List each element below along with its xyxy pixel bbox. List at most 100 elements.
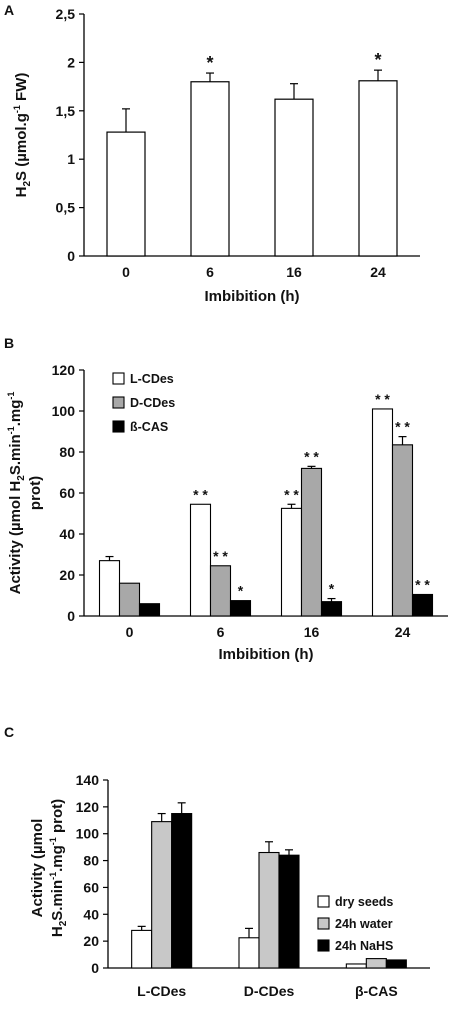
panel-b-y-label-part: -1: [6, 426, 16, 434]
panel-c-legend-swatch: [317, 895, 330, 908]
panel-a-y-tick-label: 0,5: [56, 200, 76, 216]
panel-c-y-label-line2-part: S.min: [49, 880, 66, 921]
panel-c-bar-2: [151, 821, 173, 969]
panel-a-y-label-part: H: [13, 187, 30, 198]
panel-c-bar-1: [131, 929, 153, 969]
panel-c-y-tick-label: 120: [76, 799, 100, 815]
panel-a-y-tick-label: 1,5: [56, 103, 76, 119]
panel-b-y-tick-label: 100: [52, 403, 76, 419]
panel-a-y-tick-label: 2,5: [56, 6, 76, 22]
panel-c-bar-2: [365, 958, 387, 969]
panel-a-bar: [274, 98, 314, 257]
panel-b-x-tick-label: 6: [217, 624, 225, 640]
panel-b-x-tick-label: 16: [304, 624, 320, 640]
panel-b-y-tick-label: 40: [59, 526, 75, 542]
panel-b-bar-3: [411, 593, 434, 617]
panel-c-y-tick-label: 40: [83, 906, 99, 922]
panel-b-bar-1: [98, 560, 121, 617]
panel-a-x-tick-label: 24: [370, 264, 386, 280]
panel-c-y-tick-label: 0: [91, 960, 99, 976]
panel-c-y-label: Activity (µmol: [29, 819, 46, 918]
panel-c-y-tick-label: 100: [76, 826, 100, 842]
panel-c-bar-3: [171, 813, 193, 969]
panel-b-significance: * *: [193, 486, 208, 502]
panel-c-legend-swatch: [317, 939, 330, 952]
panel-b-bar-2: [300, 467, 323, 617]
panel-c-y-tick-label: 80: [83, 853, 99, 869]
panel-a-significance: *: [206, 53, 213, 73]
panel-a-y-tick-label: 2: [67, 54, 75, 70]
panel-b-x-tick-label: 0: [126, 624, 134, 640]
panel-b-y-label-part: Activity (µmol H: [7, 481, 24, 595]
panel-b-legend-label: D-CDes: [130, 396, 175, 410]
panel-b-bar-1: [371, 408, 394, 617]
panel-c-y-label-line2-part: H: [49, 926, 66, 937]
panel-c-y-label-line2-part: prot): [49, 799, 66, 837]
panel-b-y-tick-label: 60: [59, 485, 75, 501]
panel-c-y-tick-label: 140: [76, 772, 100, 788]
panel-b-bar-3: [138, 603, 161, 617]
panel-b-significance: *: [238, 583, 244, 599]
panel-a-bar: [190, 81, 230, 257]
panel-b-significance: * *: [213, 548, 228, 564]
panel-c-legend-label: 24h NaHS: [335, 939, 393, 953]
panel-b-legend-swatch: [112, 420, 125, 433]
panel-a-y-label-part: S (µmol.g: [13, 113, 30, 181]
panel-a-y-tick-label: 0: [67, 248, 75, 264]
panel-b-x-label: Imbibition (h): [219, 646, 314, 663]
panel-c-x-tick-label: L-CDes: [137, 983, 186, 999]
panel-b-legend-swatch: [112, 372, 125, 385]
panel-b-legend-label: ß-CAS: [130, 420, 168, 434]
panel-c-y-label-line2-part: -1: [48, 837, 58, 845]
panel-b: B 0 20 40 60 80 100 120 0 * * * * * 6 * * * * * 16 * * * *…: [4, 335, 448, 663]
panel-b-bar-1: [280, 507, 303, 617]
panel-b-bar-2: [391, 444, 414, 617]
panel-c-bar-1: [238, 937, 260, 969]
panel-a-y-label-part: 2: [22, 181, 33, 187]
panel-c-letter: C: [4, 724, 14, 740]
panel-c-bar-1: [345, 963, 367, 969]
panel-a-bar: [358, 80, 398, 257]
panel-b-significance: * *: [304, 448, 319, 464]
panel-b-significance: * *: [284, 486, 299, 502]
panel-c-y-label-line2-part: -1: [48, 872, 58, 880]
panel-b-y-tick-label: 0: [67, 608, 75, 624]
panel-c-legend-swatch: [317, 917, 330, 930]
panel-c-legend-label: dry seeds: [335, 895, 393, 909]
panel-c-x-tick-label: β-CAS: [355, 983, 398, 999]
panel-a-x-tick-label: 0: [122, 264, 130, 280]
panel-a-y-label-part: FW): [13, 73, 30, 105]
panel-b-y-label-part: -1: [6, 392, 16, 400]
panel-b-bar-2: [209, 565, 232, 617]
panel-c-legend-label: 24h water: [335, 917, 393, 931]
panel-c-y-label-line2: H2S.min-1.mg-1 prot): [48, 799, 69, 937]
panel-b-bar-3: [320, 601, 343, 617]
panel-b-legend-swatch: [112, 396, 125, 409]
panel-b-significance: * *: [395, 419, 410, 435]
panel-b-x-tick-label: 24: [395, 624, 411, 640]
panel-b-y-tick-label: 80: [59, 444, 75, 460]
panel-b-letter: B: [4, 335, 14, 351]
panel-c-y-tick-label: 20: [83, 933, 99, 949]
panel-a-x-tick-label: 16: [286, 264, 302, 280]
panel-b-y-label-line2: prot): [27, 476, 44, 510]
panel-a-significance: *: [374, 50, 381, 70]
panel-a-letter: A: [4, 2, 14, 18]
panel-b-y-tick-label: 120: [52, 362, 76, 378]
panel-b-y-label-part: .mg: [7, 400, 24, 427]
panel-c-y-label-line2-part: .mg: [49, 845, 66, 872]
panel-c-bar-3: [385, 959, 407, 969]
panel-b-y-label: Activity (µmol H2S.min-1.mg-1: [6, 392, 27, 595]
panel-b-y-label-part: 2: [16, 475, 27, 481]
panel-b-significance: * *: [375, 391, 390, 407]
panel-a-bar: [106, 131, 146, 257]
panel-b-significance: *: [329, 581, 335, 597]
panel-b-significance: * *: [415, 576, 430, 592]
panel-c-bar-2: [258, 851, 280, 969]
panel-b-y-label-part: S.min: [7, 434, 24, 475]
panel-c-x-tick-label: D-CDes: [244, 983, 295, 999]
panel-b-bar-1: [189, 503, 212, 617]
panel-c: C 0 20 40 60 80 100 120 140 L-CDes D-CDes β-CAS dry …: [4, 724, 430, 999]
panel-c-bar-3: [278, 854, 300, 969]
